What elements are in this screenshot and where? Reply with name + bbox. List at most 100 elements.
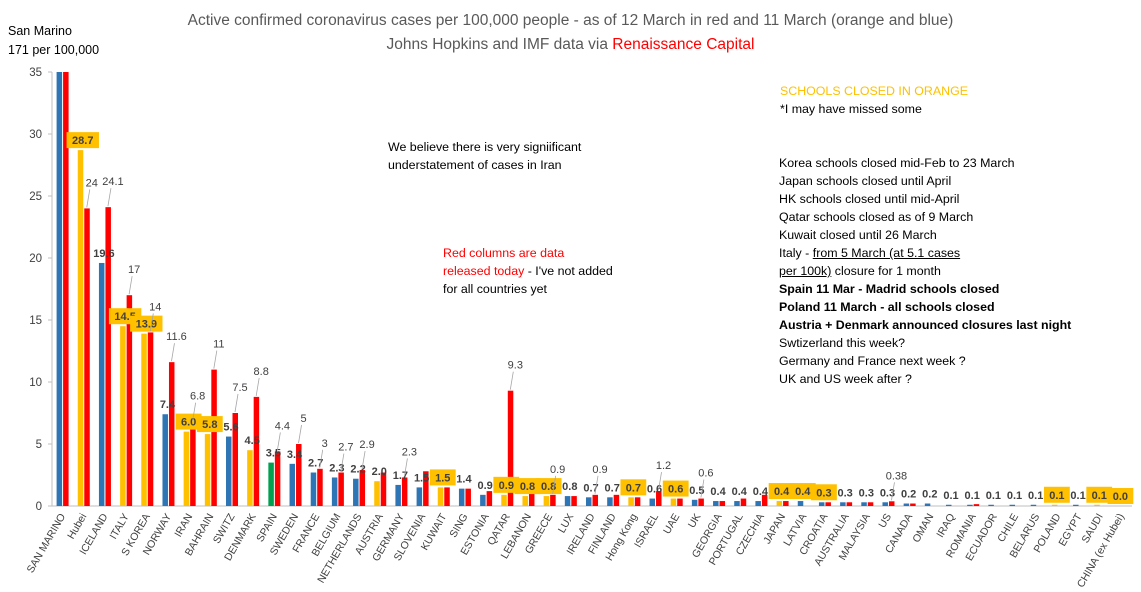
bar-mar12 [401, 477, 408, 506]
bar-mar12 [296, 444, 302, 506]
red-note-line2a: released today [443, 264, 525, 278]
data-label-highlight [66, 132, 99, 149]
data-label-mar11: 13.9 [136, 319, 157, 331]
bar-mar12 [190, 421, 196, 506]
bar-mar12 [338, 472, 344, 506]
red-note-line3: for all countries yet [443, 282, 547, 296]
x-category-label: UK [686, 512, 704, 531]
san-marino-label: San Marino [8, 24, 72, 38]
bar-mar11 [1051, 504, 1058, 506]
data-label-mar12: 0.9 [550, 464, 565, 476]
bar-mar12 [592, 494, 598, 506]
bar-mar11 [183, 431, 190, 506]
data-label-mar12: 3 [322, 438, 328, 450]
bar-mar11 [1030, 504, 1037, 506]
bar-mar12 [846, 502, 853, 506]
bar-mar11 [395, 484, 401, 506]
data-label-leader [509, 371, 514, 390]
data-label-highlight [662, 480, 689, 497]
bar-mar11 [713, 501, 719, 506]
data-label-mar12: 0.6 [698, 468, 713, 480]
subtitle-prefix: Johns Hopkins and IMF data via [386, 36, 613, 53]
iran-note-line2: understatement of cases in Iran [388, 158, 562, 172]
data-label-mar12: 1.2 [656, 460, 671, 472]
chart-title: Active confirmed coronavirus cases per 1… [187, 12, 954, 29]
data-label-mar11: 3.4 [287, 449, 303, 461]
x-category-label: LUX [556, 512, 577, 536]
bar-mar11 [289, 463, 296, 506]
bar-mar12 [719, 501, 726, 506]
data-label-mar11: 19.6 [93, 248, 114, 260]
closure-kuwait: Kuwait closed until 26 March [779, 228, 937, 242]
bar-mar11 [162, 414, 168, 506]
closure-uk-us: UK and US week after ? [779, 372, 912, 386]
closures-list: Korea schools closed mid-Feb to 23 March… [779, 154, 1071, 388]
bar-mar12 [528, 493, 535, 506]
italy-from: from 5 March (at 5.1 cases [812, 246, 961, 260]
bar-mar12 [571, 496, 577, 506]
data-label-mar11: 0.4 [732, 486, 748, 498]
bar-mar11 [501, 494, 507, 506]
closure-hk: HK schools closed until mid-April [779, 192, 960, 206]
data-label-leader [213, 350, 218, 369]
bar-mar11 [77, 150, 84, 506]
x-category-label: US [876, 512, 894, 531]
bar-mar12 [105, 207, 111, 506]
data-label-highlight [1107, 488, 1134, 504]
bar-mar11 [374, 481, 380, 506]
data-label-highlight [130, 315, 163, 332]
san-marino-note: San Marino 171 per 100,000 [8, 22, 99, 60]
data-label-leader [107, 188, 112, 207]
bar-mar11 [967, 504, 973, 506]
data-label-mar11: 2.2 [350, 464, 365, 476]
chart-subtitle: Johns Hopkins and IMF data via Renaissan… [0, 36, 1141, 54]
x-category-label: UAE [661, 512, 682, 537]
bar-mar11 [840, 502, 846, 506]
data-label-mar11: 6.0 [181, 417, 196, 429]
bar-mar11 [797, 501, 804, 506]
bar-mar11 [247, 450, 253, 506]
data-label-mar11: 0.2 [901, 489, 916, 501]
x-category-label: SAN MARINO [25, 512, 69, 576]
closure-qatar: Qatar schools closed as of 9 March [779, 210, 974, 224]
closure-italy-cont: per 100k) closure for 1 month [779, 262, 1071, 280]
data-label-highlight [196, 416, 223, 433]
data-label-mar11: 0.8 [562, 481, 577, 493]
data-label-mar11: 0.1 [1028, 490, 1043, 502]
data-label-mar11: 0.1 [1092, 490, 1107, 502]
bar-mar12 [486, 491, 493, 506]
closure-japan: Japan schools closed until April [779, 174, 952, 188]
data-label-highlight [429, 469, 456, 486]
data-label-leader [276, 432, 281, 451]
data-label-mar11: 0.6 [647, 484, 662, 496]
data-label-leader [552, 475, 557, 494]
data-label-mar11: 0.1 [1007, 490, 1022, 502]
data-label-mar11: 0.3 [837, 487, 852, 499]
bar-mar11 [861, 502, 867, 506]
bar-mar11 [734, 501, 740, 506]
data-label-mar12: 14 [149, 301, 161, 313]
data-label-leader [361, 450, 366, 470]
italy-prefix: Italy - [779, 246, 813, 260]
bar-mar11 [1009, 504, 1016, 506]
data-label-mar11: 0.4 [795, 486, 811, 498]
data-label-mar11: 1.5 [435, 472, 450, 484]
bar-mar11 [331, 477, 338, 506]
red-note-line2b: - I've not added [524, 264, 613, 278]
closure-italy: Italy - from 5 March (at 5.1 cases [779, 244, 1071, 262]
data-label-mar11: 0.7 [583, 482, 598, 494]
data-label-mar11: 0.7 [626, 482, 641, 494]
data-label-mar11: 2.0 [372, 466, 387, 478]
iran-note-line1: We believe there is very signiificant [388, 140, 582, 154]
bar-mar11 [310, 472, 317, 506]
data-label-mar11: 5.8 [202, 419, 217, 431]
bar-mar11 [204, 434, 211, 506]
data-label-mar11: 0.3 [859, 487, 874, 499]
red-note-line2: released today - I've not added [443, 262, 613, 280]
data-label-highlight [620, 479, 647, 496]
data-label-highlight [1086, 486, 1113, 503]
data-label-mar11: 5.6 [223, 422, 238, 434]
data-label-mar11: 0.4 [774, 486, 790, 498]
data-label-leader [700, 479, 705, 498]
data-label-leader [192, 402, 197, 421]
